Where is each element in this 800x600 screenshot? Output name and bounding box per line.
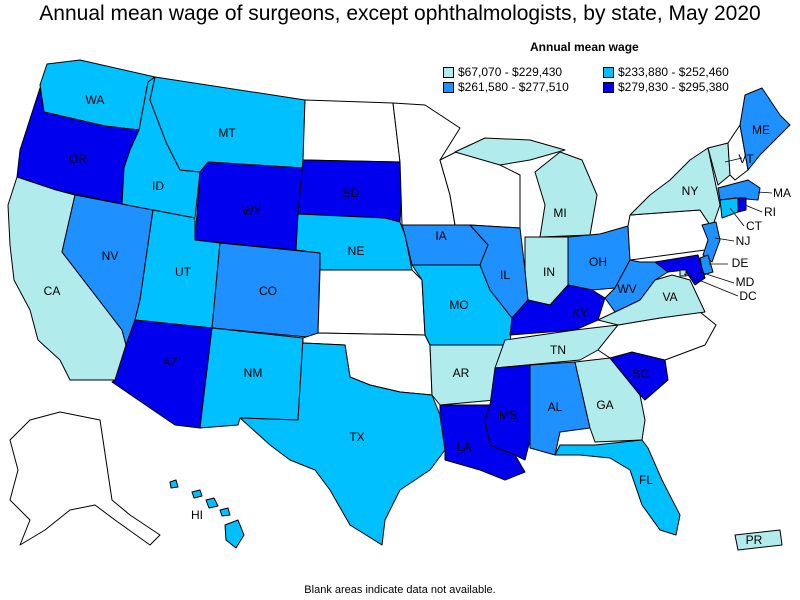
label-mo: MO	[449, 298, 468, 312]
label-tn: TN	[550, 343, 566, 357]
state-hi-island-1	[169, 479, 179, 489]
legend-swatch-tier-0	[443, 66, 454, 78]
legend-title: Annual mean wage	[530, 40, 639, 54]
label-ky: KY	[572, 306, 588, 320]
state-fl	[554, 439, 681, 536]
state-mi	[534, 151, 598, 238]
state-ri	[737, 197, 747, 213]
state-me	[739, 87, 791, 171]
label-va: VA	[662, 290, 677, 304]
leader-ct	[729, 207, 745, 227]
label-fl: FL	[639, 473, 653, 487]
state-nj	[701, 221, 721, 263]
state-pa	[627, 209, 713, 261]
label-il: IL	[500, 268, 510, 282]
label-hi: HI	[191, 508, 203, 522]
state-hi-island-3	[205, 497, 219, 509]
state-mi-upper	[454, 137, 566, 166]
label-az: AZ	[162, 355, 177, 369]
label-or: OR	[69, 152, 87, 166]
label-ri: RI	[764, 205, 776, 219]
label-ut: UT	[175, 265, 192, 279]
legend-label-tier-1: $233,880 - $252,460	[618, 65, 729, 79]
label-in: IN	[543, 265, 555, 279]
legend-label-tier-2: $261,580 - $277,510	[458, 80, 569, 94]
state-dc	[679, 269, 687, 277]
label-tx: TX	[349, 430, 364, 444]
label-wa: WA	[86, 93, 105, 107]
state-hi	[169, 479, 245, 549]
legend-item-tier-1: $233,880 - $252,460	[603, 65, 729, 79]
state-ky	[509, 284, 606, 336]
label-me: ME	[752, 123, 770, 137]
state-tx	[239, 337, 446, 546]
label-ca: CA	[44, 284, 61, 298]
label-nv: NV	[102, 249, 119, 263]
footnote: Blank areas indicate data not available.	[304, 584, 496, 596]
label-co: CO	[259, 284, 277, 298]
legend-label-tier-3: $279,830 - $295,380	[618, 80, 729, 94]
label-oh: OH	[589, 255, 607, 269]
legend-swatch-tier-3	[603, 81, 614, 93]
state-nh	[727, 124, 749, 181]
label-vt: VT	[738, 152, 754, 166]
label-ma: MA	[773, 186, 791, 200]
label-ne: NE	[348, 244, 365, 258]
leader-ma	[757, 191, 773, 194]
legend-label-tier-0: $67,070 - $229,430	[458, 65, 563, 79]
state-hi-island-2	[191, 489, 203, 499]
map-title: Annual mean wage of surgeons, except oph…	[39, 2, 761, 25]
legend-item-tier-2: $261,580 - $277,510	[443, 80, 569, 94]
state-nd	[302, 99, 401, 163]
state-ma	[717, 179, 761, 201]
label-al: AL	[548, 400, 563, 414]
label-mt: MT	[218, 126, 236, 140]
label-wy: WY	[242, 204, 261, 218]
label-ia: IA	[435, 229, 446, 243]
label-sc: SC	[633, 367, 650, 381]
label-de: DE	[732, 256, 749, 270]
state-hi-island-4	[219, 507, 231, 517]
state-ak	[9, 411, 161, 546]
state-wy	[194, 161, 304, 251]
leader-nj	[714, 237, 735, 242]
leader-dc	[683, 273, 739, 297]
state-ks	[317, 269, 426, 336]
label-la: LA	[457, 440, 472, 454]
legend-item-tier-3: $279,830 - $295,380	[603, 80, 729, 94]
label-md: MD	[736, 275, 755, 289]
leader-ri	[744, 204, 763, 213]
label-id: ID	[152, 179, 164, 193]
label-ar: AR	[453, 366, 470, 380]
label-ct: CT	[746, 219, 763, 233]
label-sd: SD	[343, 186, 360, 200]
label-dc: DC	[739, 289, 757, 303]
leader-vt	[724, 157, 743, 163]
label-ms: MS	[499, 408, 517, 422]
label-nj: NJ	[736, 234, 751, 248]
state-pr	[734, 529, 783, 551]
leader-md	[699, 271, 735, 284]
label-ga: GA	[596, 398, 613, 412]
label-nm: NM	[244, 366, 263, 380]
label-wv: WV	[617, 282, 636, 296]
legend-swatch-tier-1	[603, 66, 614, 78]
state-hi-island-5	[224, 519, 245, 549]
label-ny: NY	[682, 184, 699, 198]
legend-item-tier-0: $67,070 - $229,430	[443, 65, 562, 79]
label-pr: PR	[746, 533, 763, 547]
legend-swatch-tier-2	[443, 81, 454, 93]
label-mi: MI	[553, 206, 566, 220]
